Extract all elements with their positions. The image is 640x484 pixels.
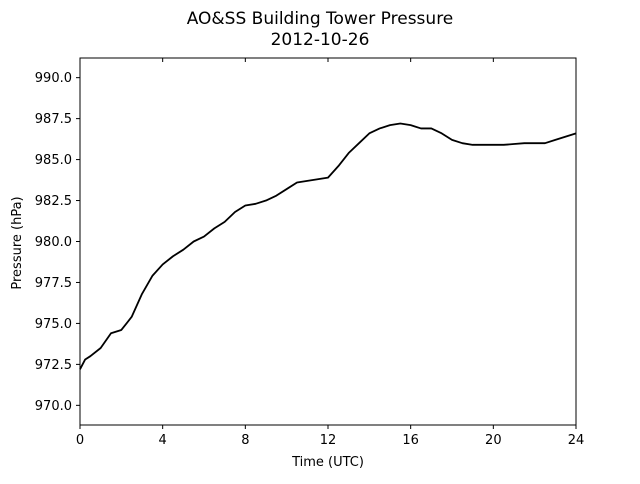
y-tick-label: 972.5 xyxy=(35,358,72,373)
x-tick-label: 24 xyxy=(568,433,585,448)
x-axis-label: Time (UTC) xyxy=(291,455,364,470)
chart-title: AO&SS Building Tower Pressure xyxy=(187,9,454,29)
y-axis-label: Pressure (hPa) xyxy=(10,196,25,289)
series-line-0 xyxy=(79,122,577,370)
y-tick-label: 985.0 xyxy=(35,153,72,168)
x-tick-label: 12 xyxy=(320,433,337,448)
y-tick-label: 990.0 xyxy=(35,71,72,86)
x-tick-label: 16 xyxy=(402,433,419,448)
y-tick-label: 970.0 xyxy=(35,399,72,414)
chart-subtitle: 2012-10-26 xyxy=(271,30,370,50)
axes-frame xyxy=(79,57,577,426)
y-tick-label: 987.5 xyxy=(35,112,72,127)
x-tick-label: 8 xyxy=(241,433,249,448)
x-tick-label: 0 xyxy=(76,433,84,448)
plot-area: 0 4 8 12 16 20 24 970.0 972.5 975.0 977.5 980.0 982.… xyxy=(35,57,585,448)
y-tick-label: 982.5 xyxy=(35,194,72,209)
y-tick-label: 975.0 xyxy=(35,317,72,332)
y-tick-label: 977.5 xyxy=(35,276,72,291)
x-tick-label: 20 xyxy=(485,433,502,448)
x-tick-label: 4 xyxy=(159,433,167,448)
y-tick-label: 980.0 xyxy=(35,235,72,250)
